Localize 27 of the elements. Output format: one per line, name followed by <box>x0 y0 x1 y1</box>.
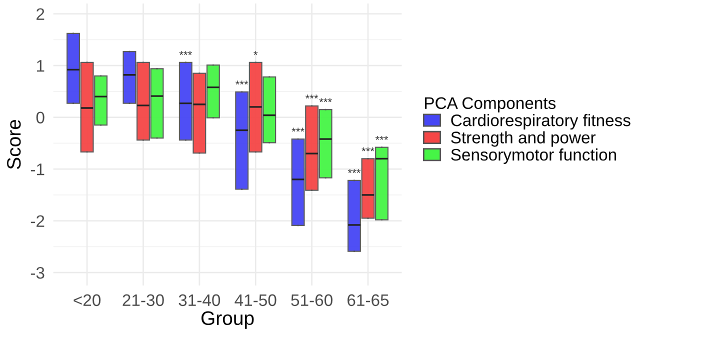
text: *** <box>348 169 361 174</box>
text: *** <box>306 94 318 98</box>
legend-label: Strength and power <box>451 131 596 147</box>
legend-label: Cardiorespiratory fitness <box>451 114 630 130</box>
x-tick-label: 61-65 <box>348 294 389 306</box>
text: *** <box>236 80 248 85</box>
x-tick-label: 41-50 <box>234 294 276 306</box>
y-axis-title: Score <box>7 120 21 169</box>
y-tick-label: -3 <box>30 266 44 279</box>
legend-label: Sensorymotor function <box>451 148 616 164</box>
y-tick-label: 1 <box>36 60 44 72</box>
text: *** <box>362 147 374 152</box>
text: *** <box>292 128 304 132</box>
x-tick-label: <20 <box>74 294 101 306</box>
y-tick-label: 2 <box>36 8 44 20</box>
y-tick-label: -1 <box>30 164 44 176</box>
x-tick-label: 51-60 <box>291 294 332 306</box>
x-tick-label: 31-40 <box>178 294 220 306</box>
y-tick-label: 0 <box>36 112 44 124</box>
x-tick-label: 21-30 <box>122 294 164 306</box>
text: *** <box>319 98 332 102</box>
x-axis-title: Group <box>201 311 254 329</box>
text: *** <box>179 51 192 56</box>
y-tick-label: -2 <box>30 215 44 227</box>
text: *** <box>375 136 388 140</box>
text: * <box>254 51 258 56</box>
legend-title: PCA Components <box>425 97 556 112</box>
